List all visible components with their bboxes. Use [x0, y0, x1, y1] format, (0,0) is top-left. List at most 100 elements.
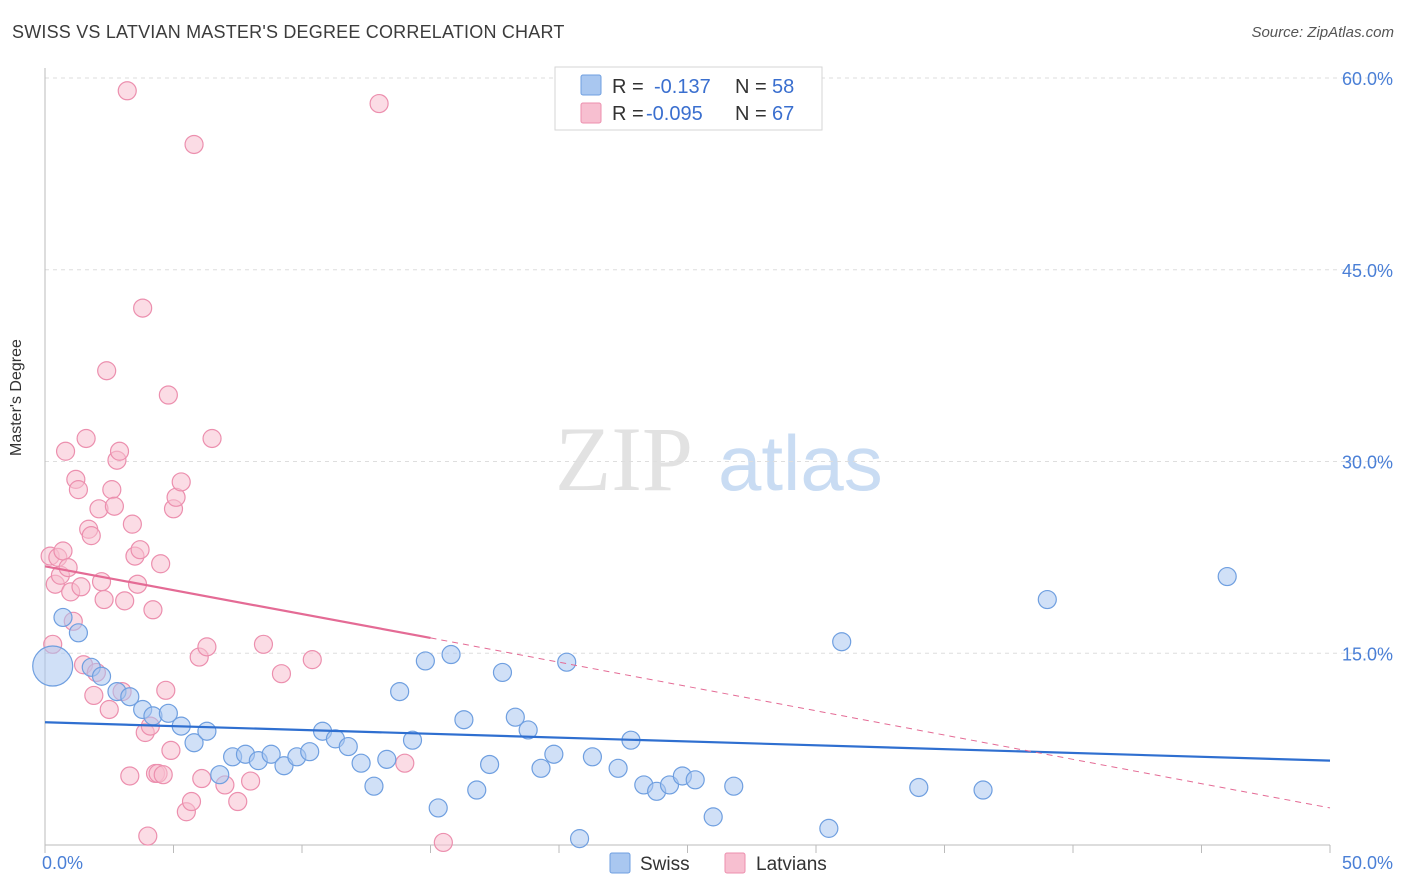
latvian-point-32 — [122, 514, 142, 534]
swiss-point-31 — [441, 644, 461, 665]
latvian-point-53 — [184, 134, 204, 155]
latvian-point-14 — [76, 428, 96, 449]
y-tick-label-1: 30.0% — [1342, 453, 1393, 473]
swiss-point-35 — [492, 662, 513, 683]
swiss-point-23 — [338, 736, 358, 757]
latvian-point-63 — [302, 650, 322, 670]
swiss-point-41 — [569, 829, 590, 849]
latvian-point-61 — [253, 634, 274, 654]
bottom-legend-latvians: Latvians — [756, 854, 827, 875]
latvian-point-65 — [395, 753, 415, 773]
swiss-point-55 — [973, 780, 993, 800]
y-tick-label-0: 15.0% — [1342, 644, 1393, 664]
legend-swatch-latvians — [580, 102, 602, 124]
latvian-point-7 — [58, 558, 78, 578]
legend-swiss-r-label: R = — [612, 76, 644, 98]
latvian-point-6 — [55, 441, 76, 461]
swiss-point-32 — [454, 710, 474, 730]
latvian-point-64 — [369, 93, 389, 114]
latvian-point-36 — [133, 298, 153, 318]
latvian-point-11 — [68, 480, 89, 500]
chart-title: SWISS VS LATVIAN MASTER'S DEGREE CORRELA… — [12, 22, 565, 42]
latvian-point-45 — [156, 680, 176, 700]
latvians-series — [40, 81, 453, 853]
latvian-trend-line — [44, 565, 431, 639]
latvian-point-66 — [433, 832, 453, 853]
swiss-point-29 — [415, 651, 435, 671]
legend-latvians-r-value: -0.095 — [646, 103, 703, 125]
swiss-point-53 — [832, 632, 852, 652]
latvian-point-5 — [53, 541, 73, 561]
latvian-point-55 — [192, 768, 212, 789]
bottom-legend-swiss: Swiss — [640, 854, 690, 875]
swiss-point-9 — [158, 703, 178, 723]
latvian-point-22 — [97, 361, 117, 381]
latvian-point-52 — [181, 791, 202, 812]
latvian-point-40 — [143, 600, 163, 620]
latvian-point-44 — [153, 765, 173, 785]
swiss-point-33 — [467, 780, 487, 800]
latvian-point-17 — [84, 685, 104, 706]
swiss-point-28 — [402, 730, 423, 750]
swiss-point-38 — [531, 758, 551, 778]
latvian-point-46 — [158, 385, 178, 405]
swiss-point-4 — [91, 666, 112, 686]
latvian-point-56 — [197, 637, 217, 657]
swiss-point-57 — [1217, 566, 1237, 587]
swiss-point-56 — [1037, 589, 1057, 610]
swiss-point-27 — [390, 681, 410, 702]
legend-latvians-r-label: R = — [612, 103, 644, 125]
latvian-point-50 — [171, 472, 191, 492]
latvian-point-25 — [104, 496, 124, 516]
swiss-point-17 — [261, 744, 281, 764]
legend-latvians-n-label: N = — [735, 103, 767, 125]
latvian-point-30 — [117, 81, 137, 101]
x-tick-label-min: 0.0% — [42, 853, 83, 873]
trend-lines — [44, 565, 1331, 809]
swiss-point-50 — [703, 807, 723, 827]
swiss-point-30 — [428, 798, 448, 818]
correlation-legend: R = -0.137 N = 58 R = -0.095 N = 67 — [554, 66, 823, 131]
swiss-point-13 — [210, 765, 230, 785]
latvian-point-29 — [115, 591, 135, 611]
latvian-point-12 — [71, 577, 91, 597]
latvian-point-27 — [109, 441, 130, 461]
bottom-legend-swatch-latvians — [724, 852, 746, 874]
swiss-point-37 — [518, 720, 538, 740]
swiss-point-25 — [364, 776, 384, 796]
swiss-point-12 — [197, 721, 217, 741]
swiss-point-36 — [505, 707, 525, 727]
watermark-zip: ZIP — [555, 408, 693, 510]
legend-swiss-r-value: -0.137 — [654, 76, 711, 98]
latvian-point-23 — [99, 699, 119, 720]
swiss-point-52 — [819, 818, 839, 838]
swiss-point-2 — [68, 623, 89, 643]
grid — [45, 77, 1390, 654]
latvian-point-43 — [151, 554, 171, 574]
bottom-legend-swatch-swiss — [609, 852, 631, 874]
watermark-atlas: atlas — [718, 419, 883, 507]
latvian-point-57 — [202, 428, 222, 449]
swiss-point-54 — [909, 777, 929, 798]
latvian-trend-extension — [430, 637, 1331, 809]
swiss-point-43 — [608, 758, 628, 778]
y-tick-label-3: 60.0% — [1342, 69, 1393, 89]
legend-latvians-n-value: 67 — [772, 103, 794, 125]
swiss-point-0 — [32, 645, 74, 687]
swiss-point-39 — [544, 744, 564, 764]
latvian-point-38 — [138, 826, 158, 846]
swiss-point-1 — [53, 607, 73, 628]
latvian-point-60 — [241, 771, 261, 791]
swiss-point-34 — [480, 754, 500, 775]
latvian-point-47 — [161, 740, 181, 761]
y-tick-label-2: 45.0% — [1342, 261, 1393, 281]
series-legend: Swiss Latvians — [609, 852, 827, 875]
swiss-point-24 — [351, 753, 371, 773]
swiss-point-11 — [184, 733, 204, 753]
swiss-point-20 — [300, 742, 320, 762]
latvian-point-59 — [228, 791, 248, 812]
legend-swatch-swiss — [580, 74, 602, 96]
y-tick-labels: 15.0% 30.0% 45.0% 60.0% — [1342, 69, 1393, 664]
swiss-series — [32, 566, 1237, 849]
latvian-point-21 — [94, 589, 114, 610]
